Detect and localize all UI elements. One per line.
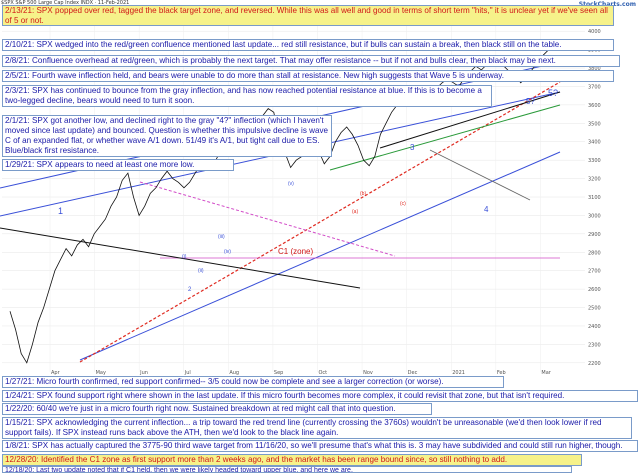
y-tick-label: 3300 [588, 158, 601, 164]
note-2-01: 2/1/21: SPX got another low, and decline… [2, 115, 332, 157]
x-tick-label: Apr [51, 370, 61, 376]
y-tick-label: 3500 [588, 121, 601, 127]
x-tick-label: Nov [363, 370, 373, 376]
y-tick-label: 3700 [588, 84, 601, 90]
symbol-text: $SPX S&P 500 Large Cap Index INDX [1, 0, 94, 6]
x-tick-label: May [96, 370, 106, 376]
note-1-24: 1/24/21: SPX found support right where s… [2, 390, 638, 402]
note-2-08: 2/8/21: Confluence overhead at red/green… [2, 55, 620, 67]
note-2-13: 2/13/21: SPX popped over red, tagged the… [2, 5, 614, 26]
wave-label: (iv) [224, 249, 231, 255]
y-tick-label: 3200 [588, 177, 601, 183]
note-1-29: 1/29/21: SPX appears to need at least on… [2, 159, 234, 171]
black-trend-line [0, 227, 361, 289]
note-12-18: 12/18/20: Last two update noted that if … [2, 466, 572, 473]
note-2-10: 2/10/21: SPX wedged into the red/green c… [2, 39, 614, 51]
wave-label: C1 (zone) [278, 247, 313, 256]
blue-channel-lower [79, 151, 561, 361]
wave-label: 1 [58, 206, 63, 216]
wave-label: (v) [288, 181, 294, 187]
wave-label: 4 [484, 205, 489, 214]
wave-label: (a) [352, 209, 358, 215]
x-tick-label: Oct [319, 370, 328, 376]
note-1-22: 1/22/20: 60/40 we're just in a micro fou… [2, 403, 432, 415]
gray-inflection-line [429, 149, 531, 201]
y-tick-label: 3400 [588, 140, 601, 146]
x-tick-label: Sep [274, 370, 283, 376]
wave-labels: 1 2 (i) (ii) (iii) (iv) (v) (a) (b) (c) 3 4 5? 5? C1 (… [58, 88, 558, 293]
y-tick-label: 2600 [588, 287, 601, 293]
wave-label: (iii) [218, 234, 225, 240]
x-tick-label: Mar [541, 370, 551, 376]
wave-label: (i) [182, 254, 187, 260]
x-tick-label: Aug [229, 370, 239, 376]
red-trend-line [79, 81, 561, 363]
chart-symbol-line: $SPX S&P 500 Large Cap Index INDX · 11-F… [1, 0, 130, 6]
y-tick-label: 2700 [588, 269, 601, 275]
note-12-28: 12/28/20: Identified the C1 zone as firs… [2, 454, 582, 466]
wave-label: (c) [400, 201, 406, 207]
y-tick-label: 2900 [588, 232, 601, 238]
y-tick-label: 2800 [588, 250, 601, 256]
y-tick-label: 2300 [588, 342, 601, 348]
y-tick-label: 4000 [588, 29, 601, 35]
y-tick-label: 3800 [588, 66, 601, 72]
y-tick-label: 2200 [588, 361, 601, 367]
date-text: 11-Feb-2021 [97, 0, 130, 6]
note-1-15: 1/15/21: SPX acknowledging the current i… [2, 417, 632, 439]
x-tick-label: Feb [497, 370, 506, 376]
x-tick-label: 2021 [452, 370, 465, 376]
magenta-dashed-line [139, 181, 396, 257]
wave-label: 2 [188, 287, 192, 293]
note-2-03: 2/3/21: SPX has continued to bounce from… [2, 85, 492, 107]
note-2-05: 2/5/21: Fourth wave inflection held, and… [2, 70, 614, 82]
y-tick-label: 2500 [588, 306, 601, 312]
note-1-08: 1/8/21: SPX has actually captured the 37… [2, 440, 638, 452]
y-tick-label: 3600 [588, 103, 601, 109]
wave-label: (b) [360, 191, 366, 197]
x-tick-label: Dec [408, 370, 418, 376]
y-tick-label: 2400 [588, 324, 601, 330]
x-tick-label: Jul [184, 370, 191, 376]
wave-label: 3 [410, 143, 415, 152]
y-axis-ticks: 2200 2300 2400 2500 2600 2700 2800 2900 3000 3100… [588, 29, 601, 367]
y-tick-label: 3000 [588, 213, 601, 219]
green-line [329, 104, 561, 171]
brand-logo: StockCharts.com [579, 1, 636, 8]
black-target-line [379, 91, 561, 149]
wave-label: 5? [548, 88, 558, 98]
y-tick-label: 3100 [588, 195, 601, 201]
x-tick-label: Jun [139, 370, 148, 376]
wave-label: (ii) [198, 268, 204, 274]
x-axis-ticks: Apr May Jun Jul Aug Sep Oct Nov Dec 2021 Feb Mar [51, 370, 552, 376]
note-1-27: 1/27/21: Micro fourth confirmed, red sup… [2, 376, 504, 388]
wave-label: 5? [526, 97, 535, 106]
